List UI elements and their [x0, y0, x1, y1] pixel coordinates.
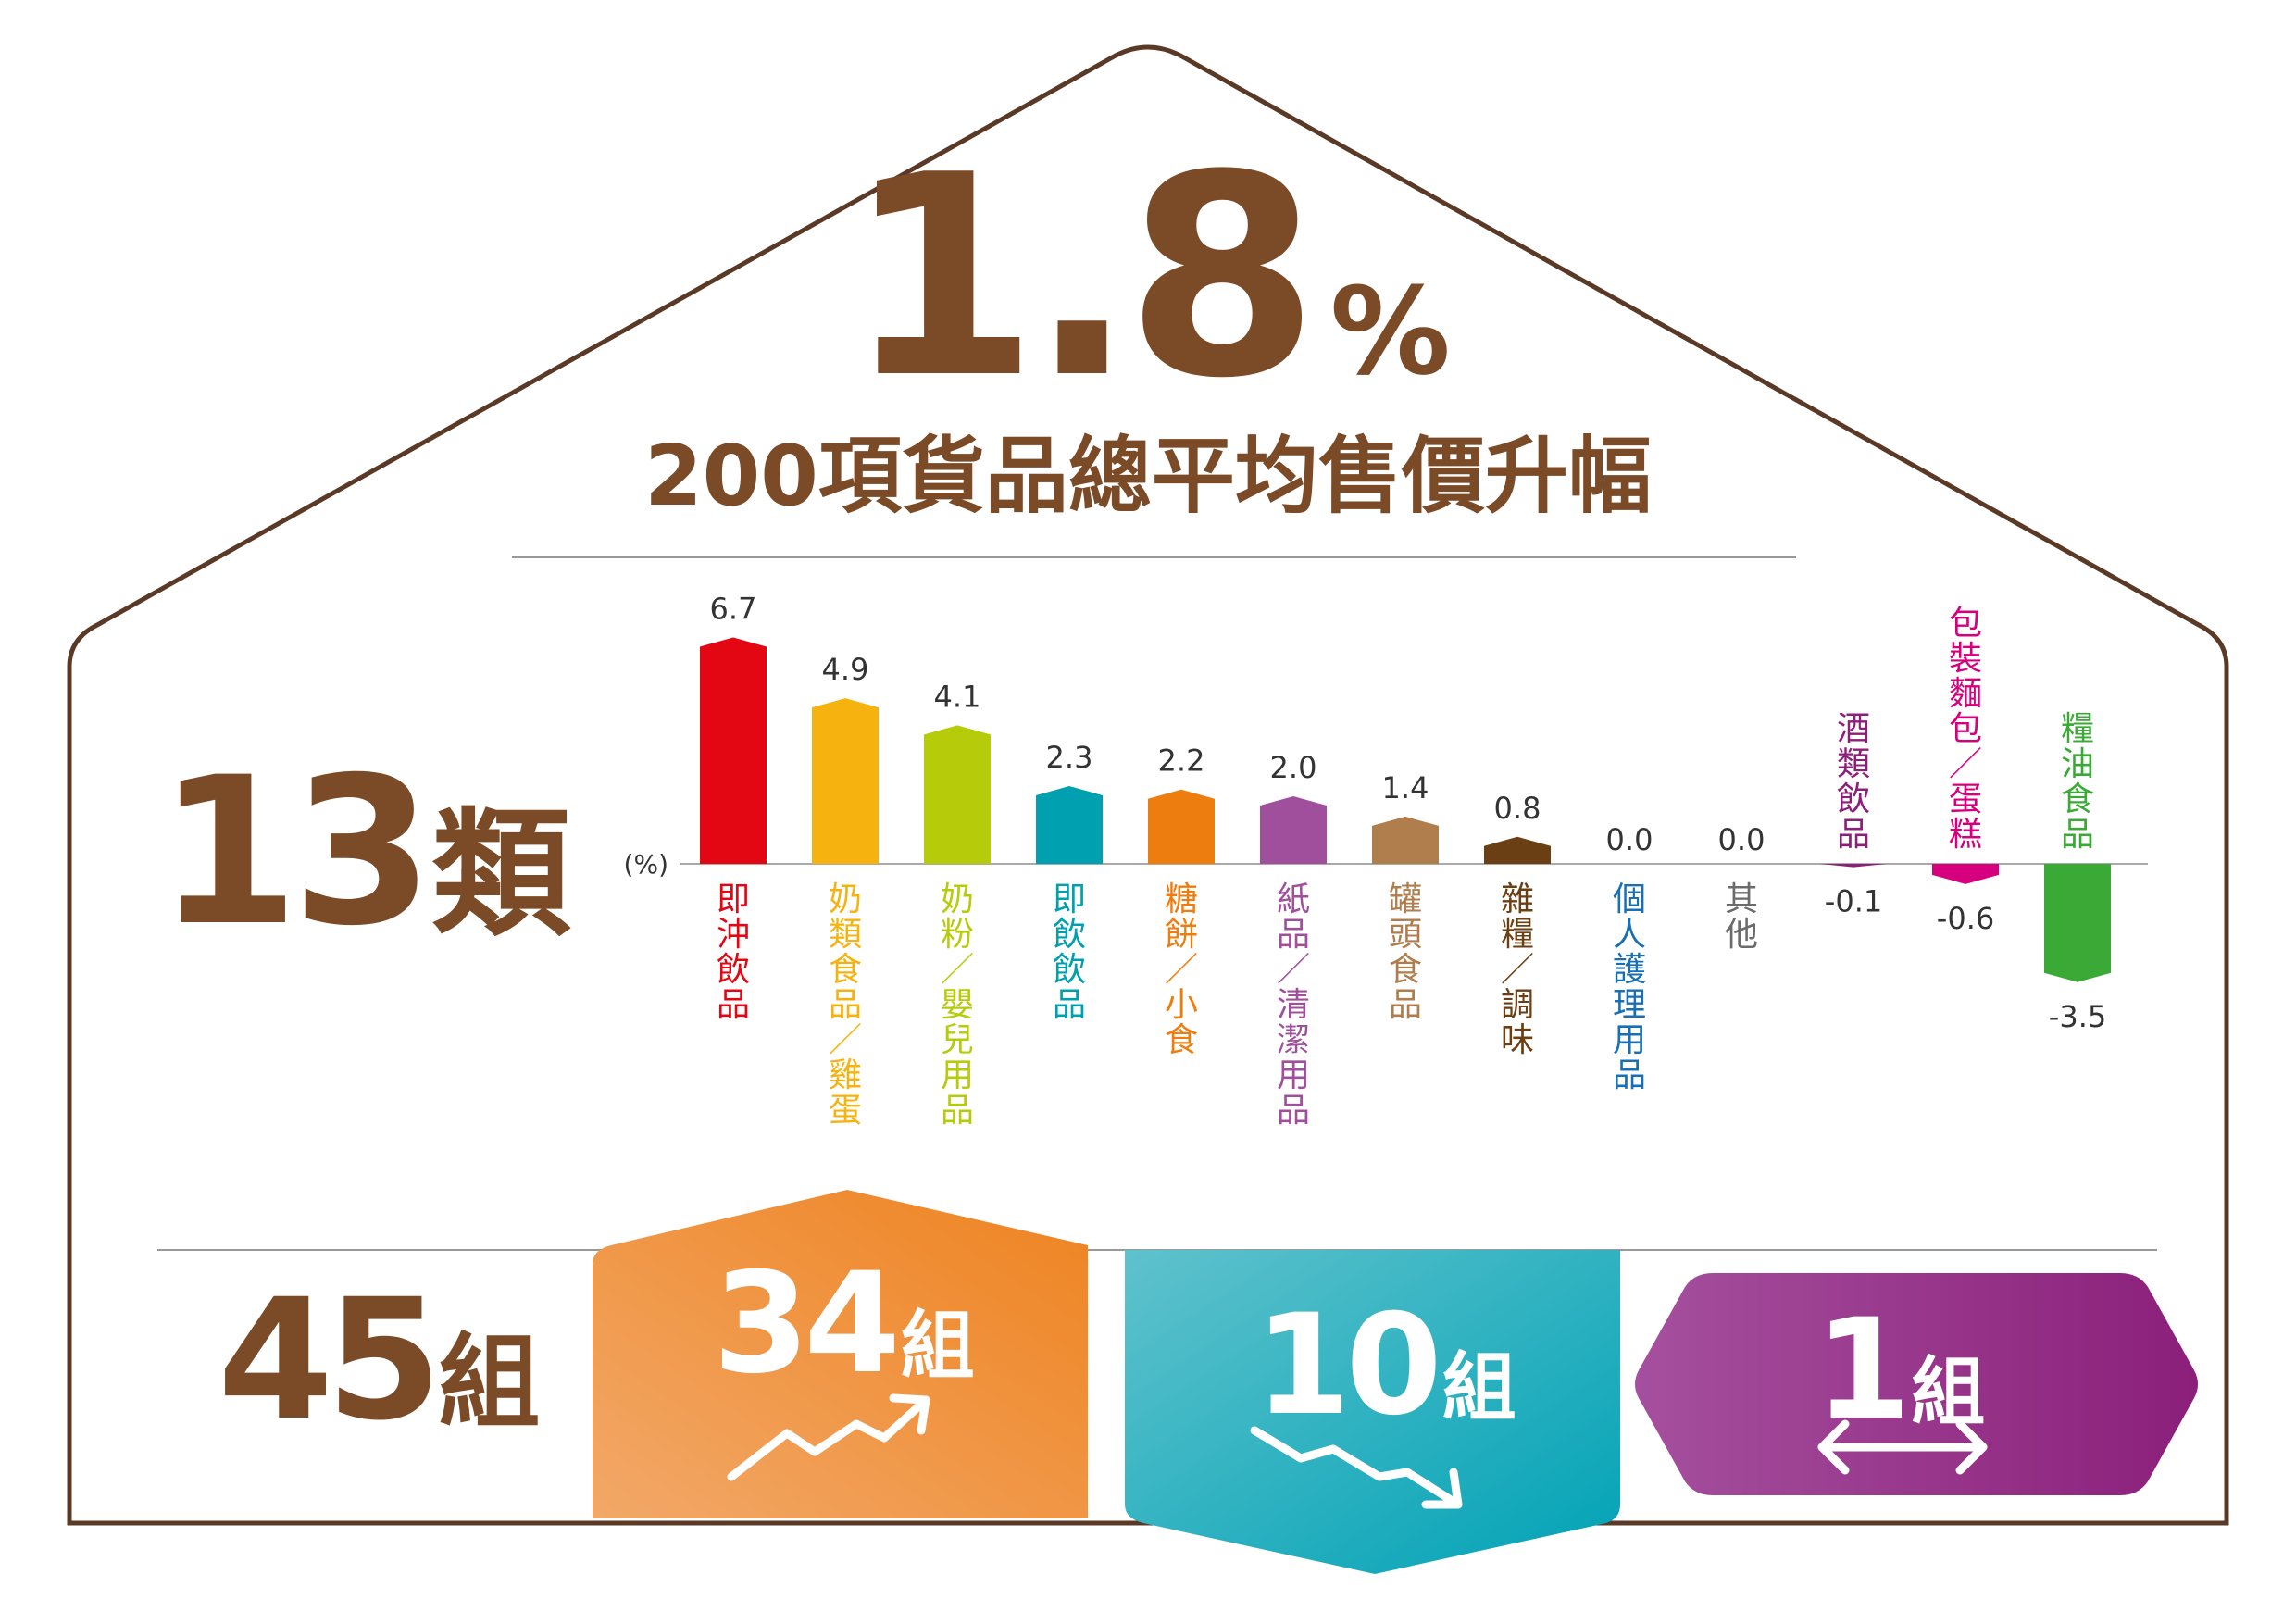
bar: [1036, 786, 1103, 864]
category-label: 酒類飲品: [1837, 710, 1870, 854]
bar: [924, 725, 991, 864]
category-label: 糧油食品: [2061, 710, 2094, 854]
category-label: 其他: [1725, 881, 1758, 954]
category-label: 雜糧／調味: [1501, 881, 1534, 1059]
bar: [700, 637, 767, 864]
category-label: 即沖飲品: [717, 881, 750, 1024]
data-label: -3.5: [2049, 999, 2106, 1034]
group-down-count: 10組: [1254, 1296, 1516, 1435]
data-label: 6.7: [710, 591, 757, 626]
data-label: 0.0: [1718, 822, 1766, 857]
bar-chart: (%) 6.7 即沖飲品 4.9 奶類食品／雞蛋 4.1 奶粉／嬰兒用品 2.3 即飲飲品 2.2…: [624, 591, 2148, 1130]
group-down-box: [1125, 1250, 1620, 1574]
group-down-number: 10: [1254, 1285, 1442, 1446]
category-label: 奶粉／嬰兒用品: [941, 881, 974, 1130]
bar: [1932, 864, 1999, 884]
data-label: 1.4: [1382, 770, 1429, 806]
categories-number: 13: [157, 733, 433, 970]
data-label: 4.1: [934, 679, 981, 714]
bar: [1260, 796, 1327, 864]
data-label: 0.8: [1494, 791, 1541, 826]
categories-count: 13類: [157, 750, 570, 954]
bar: [1820, 864, 1887, 868]
categories-unit: 類: [431, 794, 571, 956]
data-label: 4.9: [822, 652, 869, 687]
category-label: 個人護理用品: [1613, 881, 1646, 1094]
category-label: 紙品／清潔用品: [1277, 881, 1310, 1130]
group-flat-count: 1組: [1815, 1301, 1985, 1440]
bar: [1372, 816, 1439, 864]
data-label: -0.6: [1937, 901, 1994, 936]
headline-subtitle: 200項貨品總平均售價升幅: [644, 428, 1652, 525]
group-up-unit: 組: [900, 1303, 975, 1389]
headline-value: 1.8%: [0, 139, 2296, 417]
bar: [1484, 836, 1551, 864]
group-flat-number: 1: [1815, 1290, 1911, 1451]
group-up-count: 34組: [713, 1255, 975, 1393]
groups-total-number: 45: [218, 1264, 442, 1457]
category-label: 包裝麵包／蛋糕: [1949, 605, 1982, 854]
group-flat-unit: 組: [1911, 1349, 1986, 1435]
category-label: 糖餅／小食: [1165, 881, 1198, 1059]
headline-number: 1.8: [845, 116, 1318, 439]
trend-down-arrow-icon: [1250, 1426, 1463, 1509]
data-label: -0.1: [1825, 884, 1882, 919]
double-arrow-icon: [1817, 1419, 1988, 1475]
groups-total: 45組: [218, 1278, 541, 1444]
group-down-unit: 組: [1441, 1344, 1516, 1430]
category-label: 奶類食品／雞蛋: [829, 881, 862, 1130]
headline-unit: %: [1329, 261, 1451, 402]
data-label: 2.2: [1158, 743, 1205, 779]
group-flat-box: [1635, 1273, 2198, 1495]
bar: [812, 698, 879, 864]
data-label: 2.3: [1046, 740, 1093, 775]
groups-total-unit: 組: [438, 1323, 541, 1442]
category-label: 即飲飲品: [1053, 881, 1086, 1024]
group-up-number: 34: [713, 1243, 901, 1405]
data-label: 0.0: [1606, 822, 1653, 857]
bar: [1148, 789, 1215, 864]
chart-unit-label: (%): [624, 849, 668, 880]
group-up-box: [593, 1190, 1088, 1518]
house-outline: [67, 44, 2229, 1526]
data-label: 2.0: [1270, 750, 1317, 785]
category-label: 罐頭食品: [1389, 881, 1422, 1024]
bar: [2044, 864, 2111, 982]
trend-up-arrow-icon: [727, 1393, 930, 1481]
